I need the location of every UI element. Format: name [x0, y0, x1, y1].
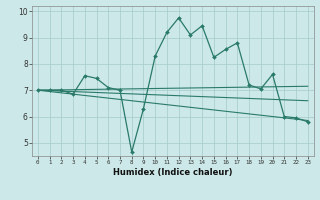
X-axis label: Humidex (Indice chaleur): Humidex (Indice chaleur) — [113, 168, 233, 177]
